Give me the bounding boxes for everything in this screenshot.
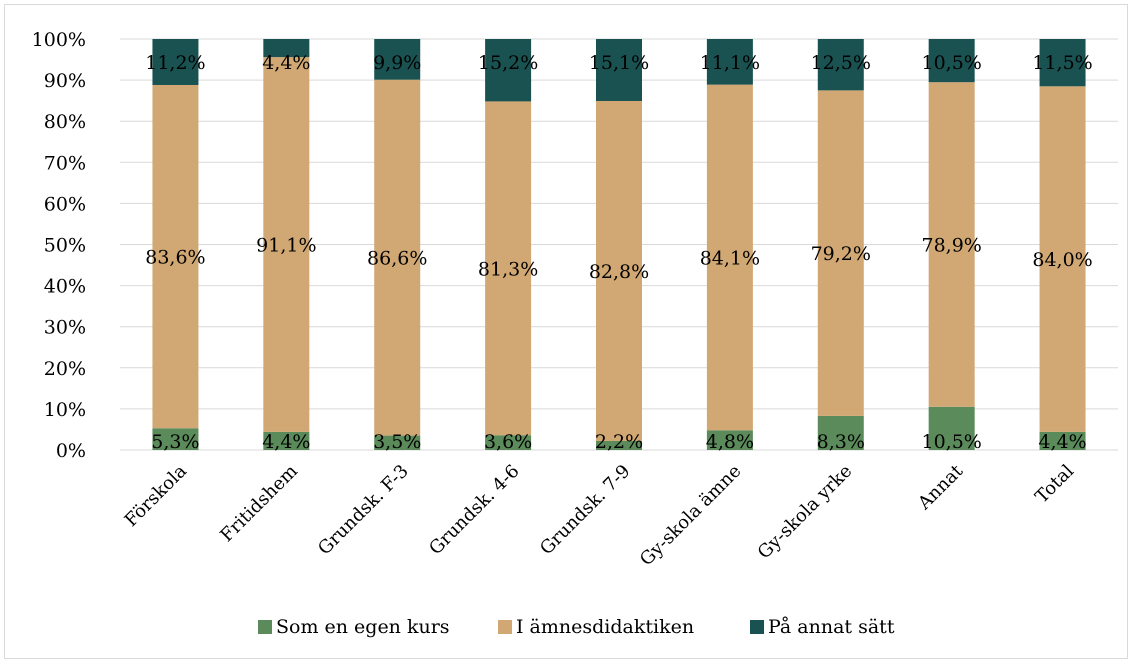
y-tick-label: 0% xyxy=(56,440,86,462)
data-label: 15,2% xyxy=(478,52,538,74)
bar-segment xyxy=(152,84,199,429)
x-category-label: Grundsk. 7-9 xyxy=(536,461,634,559)
x-category-label: Annat xyxy=(913,460,967,514)
legend-label: På annat sätt xyxy=(768,616,895,638)
legend-swatch xyxy=(750,620,764,634)
x-category-label: Total xyxy=(1031,461,1078,508)
y-tick-label: 40% xyxy=(44,276,86,298)
data-label: 8,3% xyxy=(817,431,865,453)
bar-segment xyxy=(596,100,642,441)
y-tick-label: 10% xyxy=(44,399,86,421)
bar-segment xyxy=(485,435,532,450)
bar-segment xyxy=(928,39,975,83)
bar-segment xyxy=(263,431,310,450)
data-label: 4,4% xyxy=(262,431,310,453)
data-label: 78,9% xyxy=(921,235,981,257)
data-label: 10,5% xyxy=(921,52,981,74)
bar-segment xyxy=(152,39,199,85)
x-category-label: Grundsk. F-3 xyxy=(314,461,413,560)
legend-swatch xyxy=(258,620,272,634)
data-label: 11,2% xyxy=(145,52,205,74)
data-label: 79,2% xyxy=(811,243,871,265)
x-category-label: Fritidshem xyxy=(216,461,302,547)
data-label: 82,8% xyxy=(589,261,649,283)
data-label: 4,4% xyxy=(262,52,310,74)
data-label: 2,2% xyxy=(595,431,643,453)
data-label: 91,1% xyxy=(256,235,316,257)
data-label: 9,9% xyxy=(373,52,421,74)
bar-segment xyxy=(374,39,421,80)
bar-segment xyxy=(374,435,421,450)
legend-label: Som en egen kurs xyxy=(276,616,450,638)
x-category-label: Förskola xyxy=(121,461,191,531)
y-tick-label: 20% xyxy=(44,358,86,380)
data-label: 83,6% xyxy=(145,247,205,269)
legend: Som en egen kurs I ämnesdidaktiken På anna… xyxy=(258,616,895,638)
bar-segment xyxy=(596,440,642,450)
bar-segment xyxy=(817,39,864,91)
x-category-label: Gy-skola ämne xyxy=(636,461,746,571)
bar-segment xyxy=(374,79,421,436)
bars xyxy=(152,39,1086,450)
y-tick-label: 60% xyxy=(44,193,86,215)
bar-segment xyxy=(817,415,864,450)
bar-segment xyxy=(706,430,753,450)
data-label: 4,8% xyxy=(706,431,754,453)
legend-swatch xyxy=(498,620,512,634)
data-label: 5,3% xyxy=(151,431,199,453)
bar-segment xyxy=(706,39,753,85)
bar-segment xyxy=(928,406,975,450)
data-label: 11,1% xyxy=(700,52,760,74)
data-label: 15,1% xyxy=(589,52,649,74)
bar-segment xyxy=(263,39,310,58)
bar-segment xyxy=(485,39,532,102)
x-category-label: Grundsk. 4-6 xyxy=(425,461,523,559)
data-label: 3,5% xyxy=(373,431,421,453)
y-axis-ticks: 0% 10% 20% 30% 40% 50% 60% 70% 80% 90% 100% xyxy=(32,29,86,462)
data-label: 4,4% xyxy=(1038,431,1086,453)
data-label: 84,1% xyxy=(700,247,760,269)
bar-segment xyxy=(485,101,532,436)
bar-segment xyxy=(1039,39,1086,87)
y-tick-label: 80% xyxy=(44,111,86,133)
bar-segment xyxy=(706,84,753,431)
data-label: 81,3% xyxy=(478,258,538,280)
bar-segment xyxy=(263,57,310,432)
bar-segment xyxy=(928,82,975,407)
data-labels: 5,3% 83,6% 11,2% 4,4% 91,1% 4,4% 3,5% 86,6% 9,9%… xyxy=(145,52,1092,453)
data-label: 10,5% xyxy=(921,431,981,453)
data-label: 86,6% xyxy=(367,248,427,270)
y-tick-label: 90% xyxy=(44,70,86,92)
y-tick-label: 50% xyxy=(44,235,86,257)
data-label: 84,0% xyxy=(1032,249,1092,271)
data-label: 3,6% xyxy=(484,431,532,453)
x-category-label: Gy-skola yrke xyxy=(754,461,857,564)
bar-segment xyxy=(596,39,642,101)
data-label: 11,5% xyxy=(1032,52,1092,74)
bar-segment xyxy=(817,90,864,416)
y-tick-label: 100% xyxy=(32,29,86,51)
bar-segment xyxy=(152,428,199,450)
y-tick-label: 30% xyxy=(44,317,86,339)
bar-segment xyxy=(1039,86,1086,432)
data-label: 12,5% xyxy=(811,52,871,74)
bar-segment xyxy=(1039,431,1086,450)
legend-label: I ämnesdidaktiken xyxy=(516,616,694,638)
y-tick-label: 70% xyxy=(44,152,86,174)
x-axis-categories: Förskola Fritidshem Grundsk. F-3 Grundsk. 4… xyxy=(121,460,1079,570)
